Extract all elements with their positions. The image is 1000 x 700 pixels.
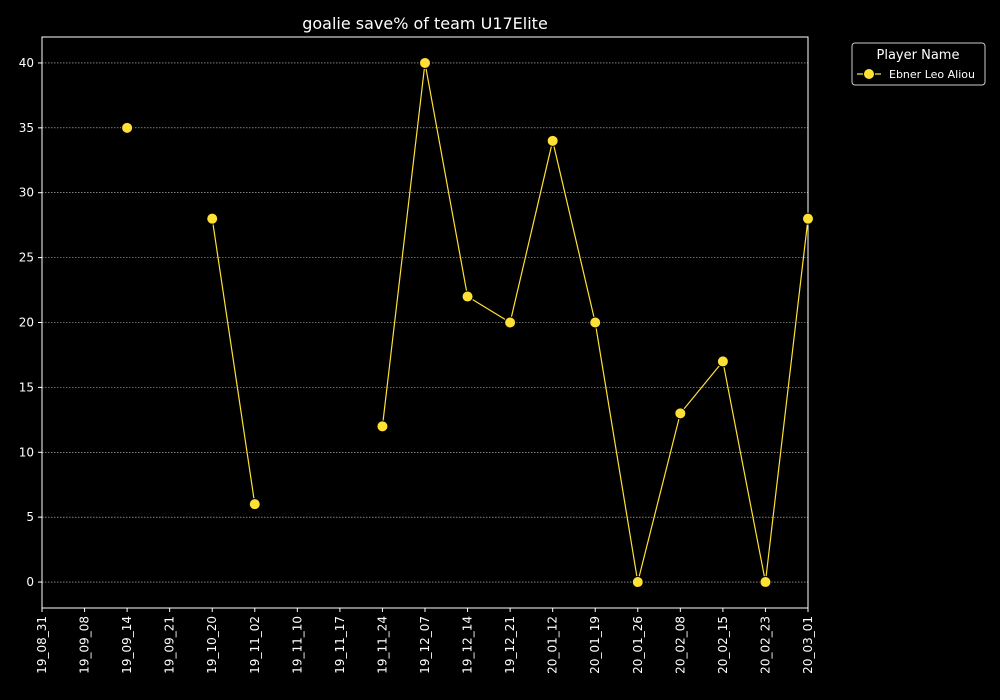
data-point [759,576,772,589]
y-tick-label: 10 [19,445,34,459]
data-point [121,121,134,134]
data-point [802,212,814,225]
x-tick-label: 19_11_10 [290,616,304,674]
x-tick-label: 20_03_01 [801,616,815,674]
series-line-segment [211,218,256,505]
data-point [504,316,517,329]
x-tick-label: 20_02_23 [758,616,772,674]
grid [42,62,808,583]
x-tick-label: 19_12_07 [418,616,432,674]
data-point [248,498,261,511]
legend-box [851,42,986,86]
data-point [419,56,431,69]
data-point [589,316,602,329]
legend-entry-label: Ebner Leo Aliou [889,68,975,81]
y-axis: 0 5 10 15 20 25 30 35 40 [19,56,42,589]
data-point [716,355,729,368]
x-tick-label: 19_09_21 [163,616,177,674]
x-tick-label: 20_01_19 [588,616,602,674]
y-tick-label: 5 [26,510,34,524]
chart-title: goalie save% of team U17Elite [302,14,548,33]
y-tick-label: 0 [26,575,34,589]
x-tick-label: 19_11_17 [333,616,347,674]
x-tick-label: 19_09_14 [120,616,134,674]
x-tick-label: 20_01_26 [631,616,645,674]
x-tick-label: 19_09_08 [78,616,92,674]
x-tick-label: 20_02_15 [716,616,730,674]
x-axis: 19_08_31 19_09_08 19_09_14 19_09_21 19_10_20… [35,608,815,674]
data-point [206,212,219,225]
x-tick-label: 19_10_20 [205,616,219,674]
y-tick-label: 30 [19,186,34,200]
series-group [121,56,814,589]
data-point [546,134,559,147]
x-tick-label: 19_11_24 [375,616,389,674]
x-tick-label: 19_11_02 [248,616,262,674]
y-tick-label: 15 [19,380,34,394]
data-point [674,407,687,420]
x-tick-label: 19_08_31 [35,616,49,674]
data-point [461,290,474,303]
y-tick-label: 25 [19,251,34,265]
x-tick-label: 20_02_08 [673,616,687,674]
x-tick-label: 19_12_14 [461,616,475,674]
y-tick-label: 20 [19,316,34,330]
legend: Player Name Ebner Leo Aliou [851,42,986,86]
x-tick-label: 20_01_12 [546,616,560,674]
data-point [376,420,389,433]
y-tick-label: 35 [19,121,34,135]
x-tick-label: 19_12_21 [503,616,517,674]
data-point [631,576,644,589]
legend-title: Player Name [877,48,960,63]
legend-marker-swatch [863,68,875,80]
y-tick-label: 40 [19,56,34,70]
